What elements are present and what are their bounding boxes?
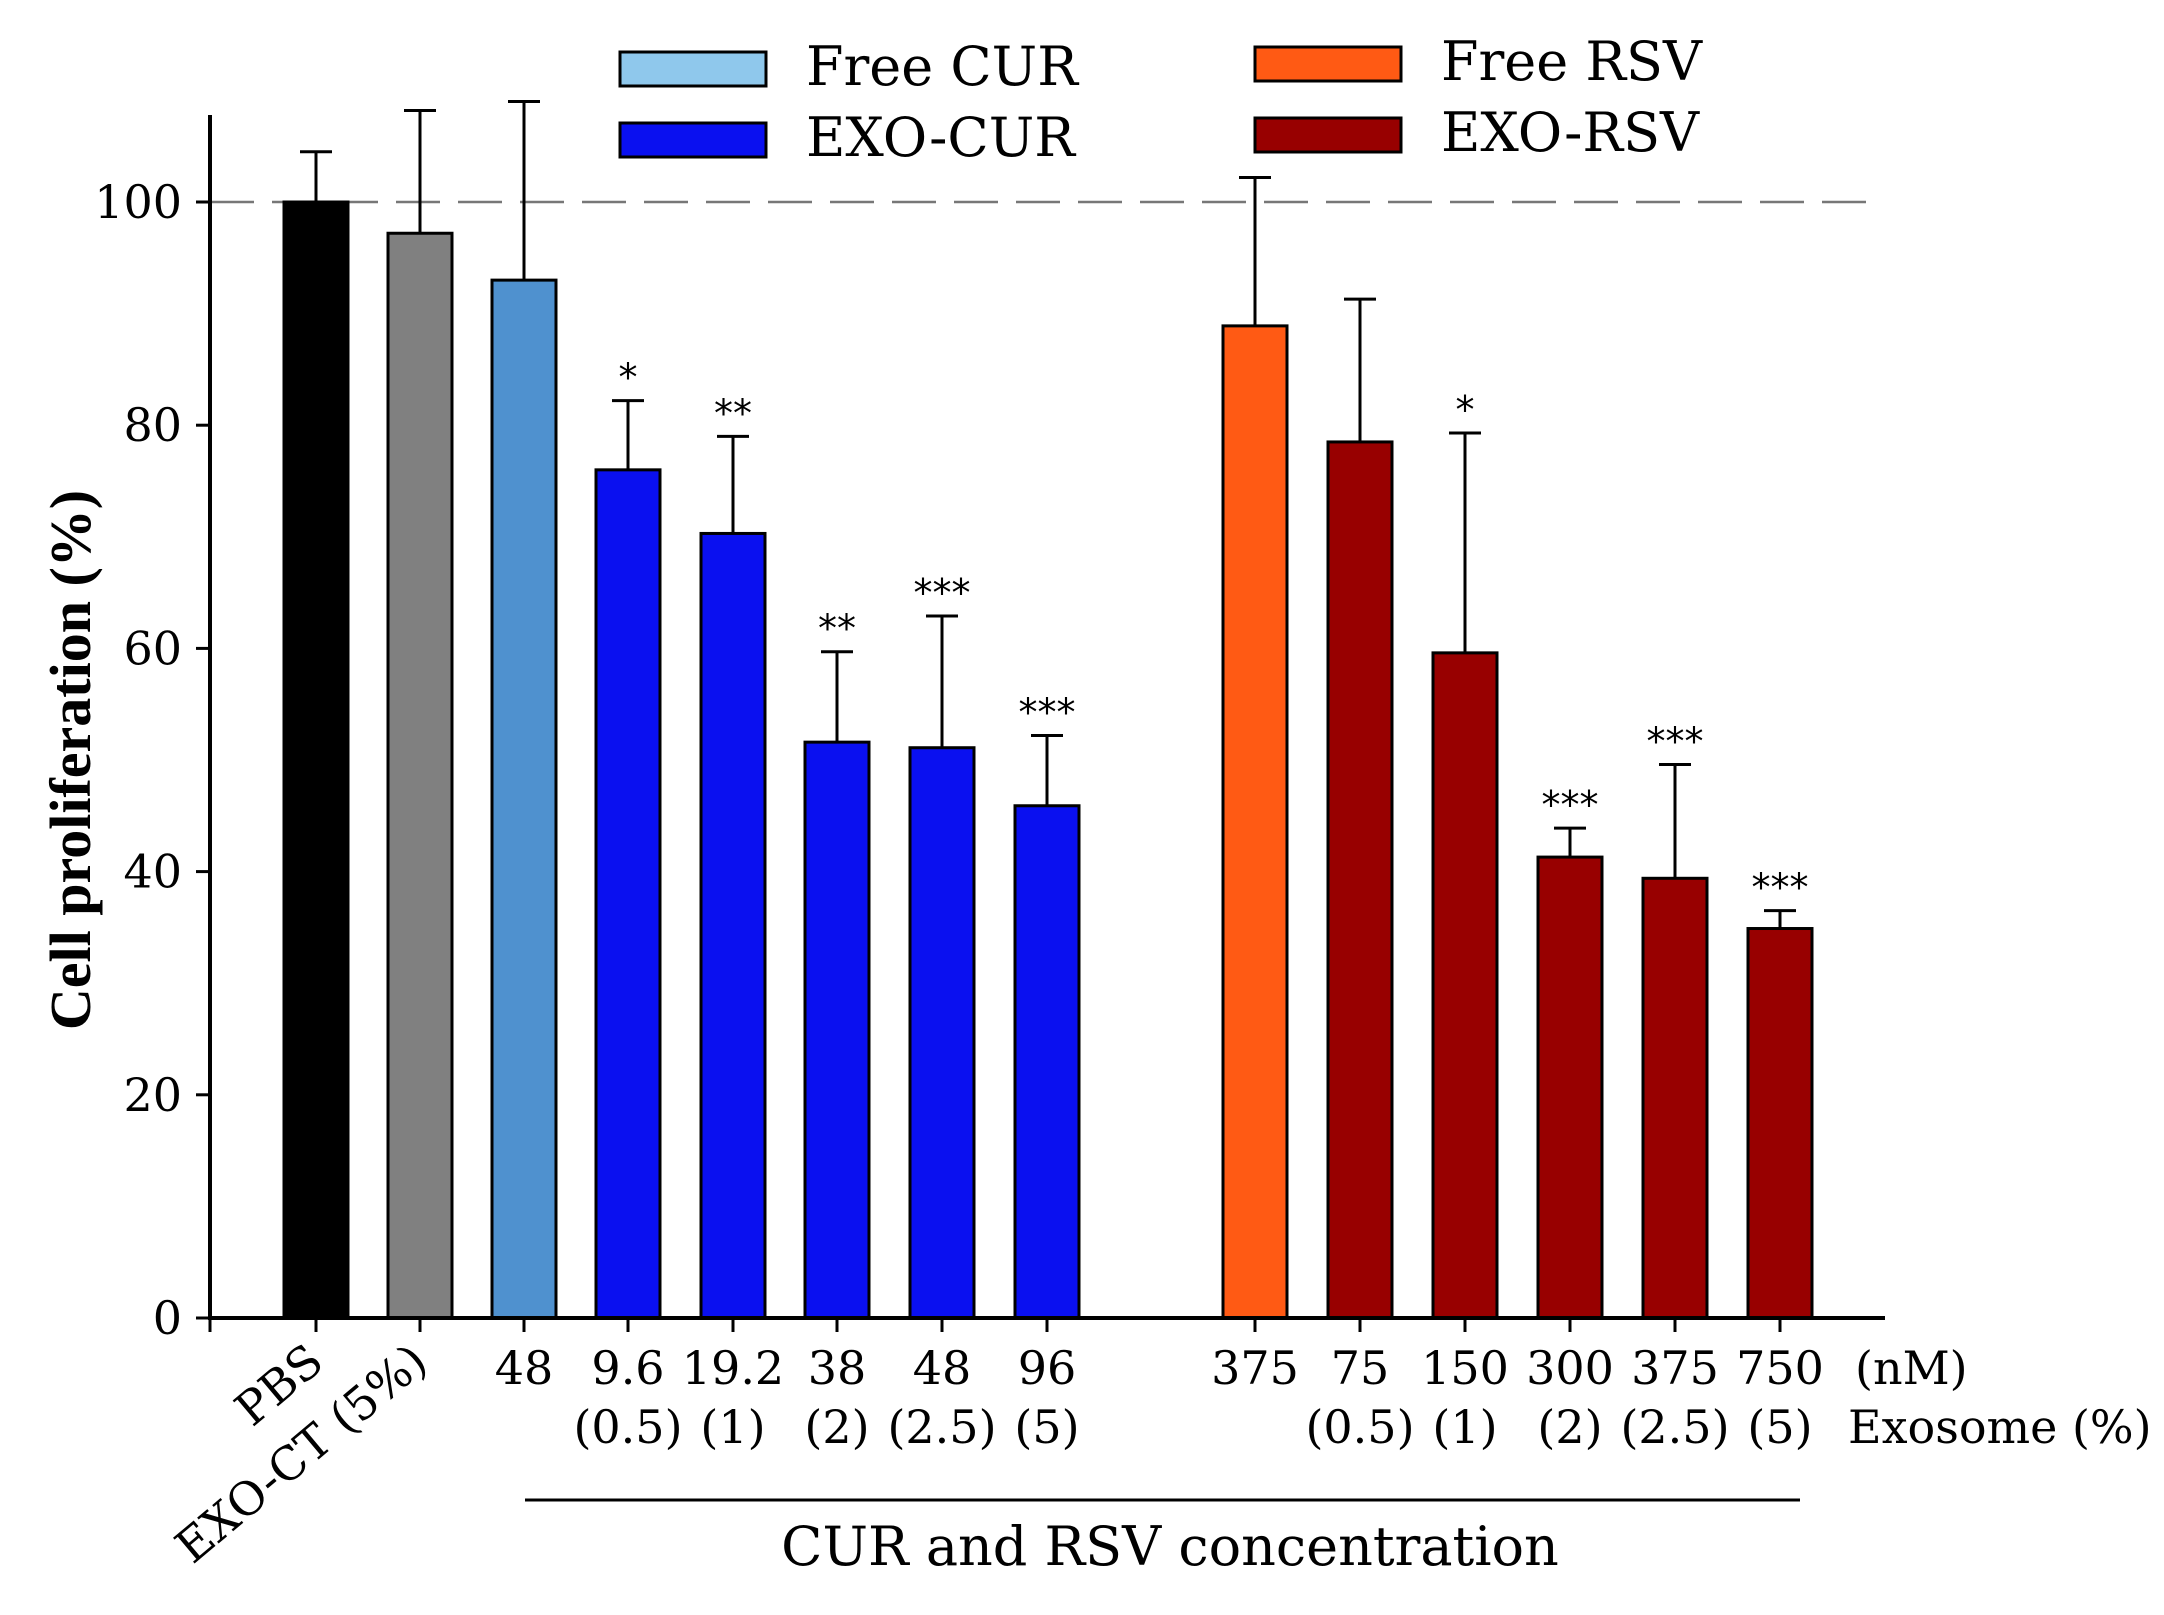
significance-label: ***	[1752, 866, 1809, 910]
bar	[386, 231, 454, 1320]
x-tick-label: 750	[1736, 1341, 1824, 1395]
x-tick-sublabel: (2.5)	[1620, 1400, 1729, 1454]
x-tick-label: 150	[1421, 1341, 1509, 1395]
y-tick-label: 60	[123, 621, 182, 675]
y-tick-label: 40	[123, 845, 182, 899]
x-tick-label: 9.6	[591, 1341, 664, 1395]
x-tick-sublabel: (5)	[1747, 1400, 1812, 1454]
legend-label: EXO-CUR	[806, 106, 1076, 169]
y-tick-label: 0	[153, 1291, 182, 1345]
legend-label: Free RSV	[1441, 30, 1703, 93]
y-tick-label: 100	[94, 175, 182, 229]
bar	[1746, 927, 1814, 1320]
x-axis-label: CUR and RSV concentration	[781, 1515, 1559, 1578]
significance-label: ***	[1647, 719, 1704, 763]
y-axis-label: Cell proliferation (%)	[38, 490, 103, 1030]
legend-label: EXO-RSV	[1441, 101, 1700, 164]
x-tick-label: 48	[495, 1341, 554, 1395]
significance-label: *	[1456, 388, 1475, 432]
x-tick-sublabel: (5)	[1014, 1400, 1079, 1454]
bar	[1641, 876, 1709, 1320]
x-tick-label: 38	[808, 1341, 867, 1395]
legend-swatch	[1253, 116, 1403, 154]
significance-label: ***	[1019, 690, 1076, 734]
legend-swatch	[618, 121, 768, 159]
y-tick-label: 80	[123, 398, 182, 452]
x-tick-label: 75	[1331, 1341, 1390, 1395]
bar	[1326, 440, 1394, 1320]
x-tick-label: 48	[913, 1341, 972, 1395]
x-tick-sublabel: (2)	[804, 1400, 869, 1454]
x-tick-sublabel: (0.5)	[573, 1400, 682, 1454]
bar	[803, 740, 871, 1320]
bar	[594, 468, 662, 1320]
unit-label-nm: (nM)	[1855, 1341, 1968, 1395]
significance-label: *	[619, 356, 638, 400]
x-tick-sublabel: (2)	[1537, 1400, 1602, 1454]
bar	[1013, 804, 1081, 1320]
unit-label-exosome: Exosome (%)	[1848, 1400, 2152, 1454]
legend-swatch	[1253, 45, 1403, 83]
x-tick-sublabel: (0.5)	[1305, 1400, 1414, 1454]
bar	[1431, 651, 1499, 1320]
significance-label: ***	[914, 571, 971, 615]
bar	[1221, 324, 1289, 1320]
x-tick-label: 300	[1526, 1341, 1614, 1395]
bar	[282, 200, 350, 1320]
x-tick-label: 96	[1018, 1341, 1077, 1395]
x-tick-sublabel: (1)	[1432, 1400, 1497, 1454]
bar	[908, 746, 976, 1320]
bar	[1536, 855, 1604, 1320]
significance-label: **	[818, 607, 856, 651]
y-tick-label: 20	[123, 1068, 182, 1122]
bar	[490, 278, 558, 1320]
bar	[699, 531, 767, 1320]
x-tick-label: 375	[1211, 1341, 1299, 1395]
legend-swatch	[618, 50, 768, 88]
legend-label: Free CUR	[806, 35, 1079, 98]
significance-label: ***	[1542, 783, 1599, 827]
significance-label: **	[714, 391, 752, 435]
x-tick-label: 19.2	[682, 1341, 784, 1395]
x-tick-label: 375	[1631, 1341, 1719, 1395]
x-tick-sublabel: (1)	[700, 1400, 765, 1454]
x-tick-sublabel: (2.5)	[887, 1400, 996, 1454]
